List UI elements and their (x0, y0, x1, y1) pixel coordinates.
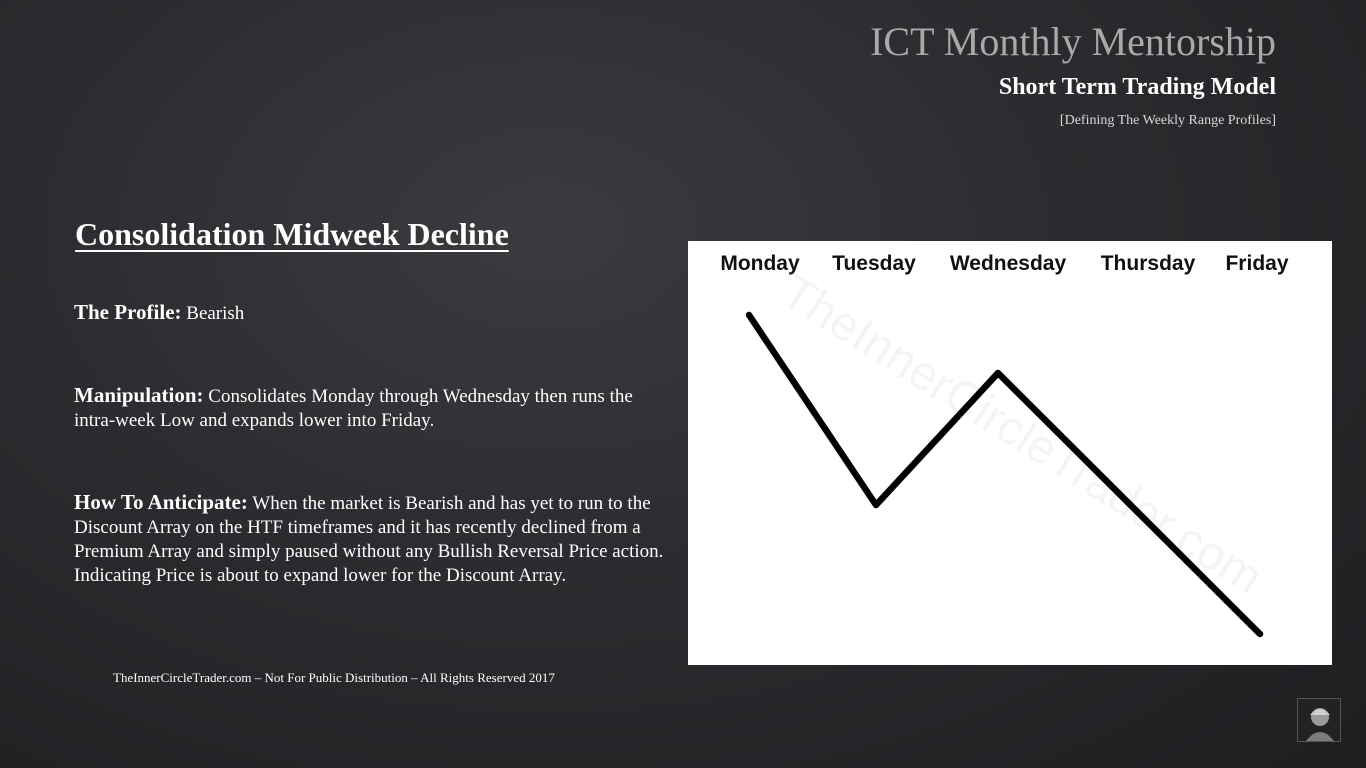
profile-paragraph: The Profile: Bearish (74, 300, 664, 326)
anticipate-paragraph: How To Anticipate: When the market is Be… (74, 490, 664, 588)
weekly-profile-svg: TheInnerCircleTrader.com Monday Tuesday … (720, 252, 1289, 638)
manipulation-label: Manipulation: (74, 383, 204, 407)
page-subsubtitle: [Defining The Weekly Range Profiles] (1059, 113, 1276, 128)
page-title: ICT Monthly Mentorship (870, 19, 1276, 64)
day-label-thursday: Thursday (1101, 252, 1196, 275)
section-heading: Consolidation Midweek Decline (75, 216, 509, 252)
page-subtitle: Short Term Trading Model (998, 74, 1276, 100)
weekly-profile-diagram: TheInnerCircleTrader.com Monday Tuesday … (688, 241, 1332, 665)
day-label-tuesday: Tuesday (832, 252, 916, 275)
anticipate-text: When the market is Bearish and has yet t… (74, 493, 664, 586)
profile-text: Bearish (186, 303, 245, 324)
day-label-friday: Friday (1225, 252, 1288, 275)
anticipate-label: How To Anticipate: (74, 490, 248, 514)
profile-label: The Profile: (74, 300, 182, 324)
avatar-graphic (1298, 699, 1340, 741)
presenter-avatar-icon (1297, 698, 1341, 742)
manipulation-paragraph: Manipulation: Consolidates Monday throug… (74, 383, 664, 433)
day-label-wednesday: Wednesday (950, 252, 1067, 275)
watermark-text: TheInnerCircleTrader.com (772, 265, 1271, 604)
price-path-line (745, 311, 1264, 638)
day-label-monday: Monday (720, 252, 800, 275)
manipulation-text: Consolidates Monday through Wednesday th… (74, 386, 633, 431)
footer-copyright: TheInnerCircleTrader.com – Not For Publi… (113, 670, 555, 685)
